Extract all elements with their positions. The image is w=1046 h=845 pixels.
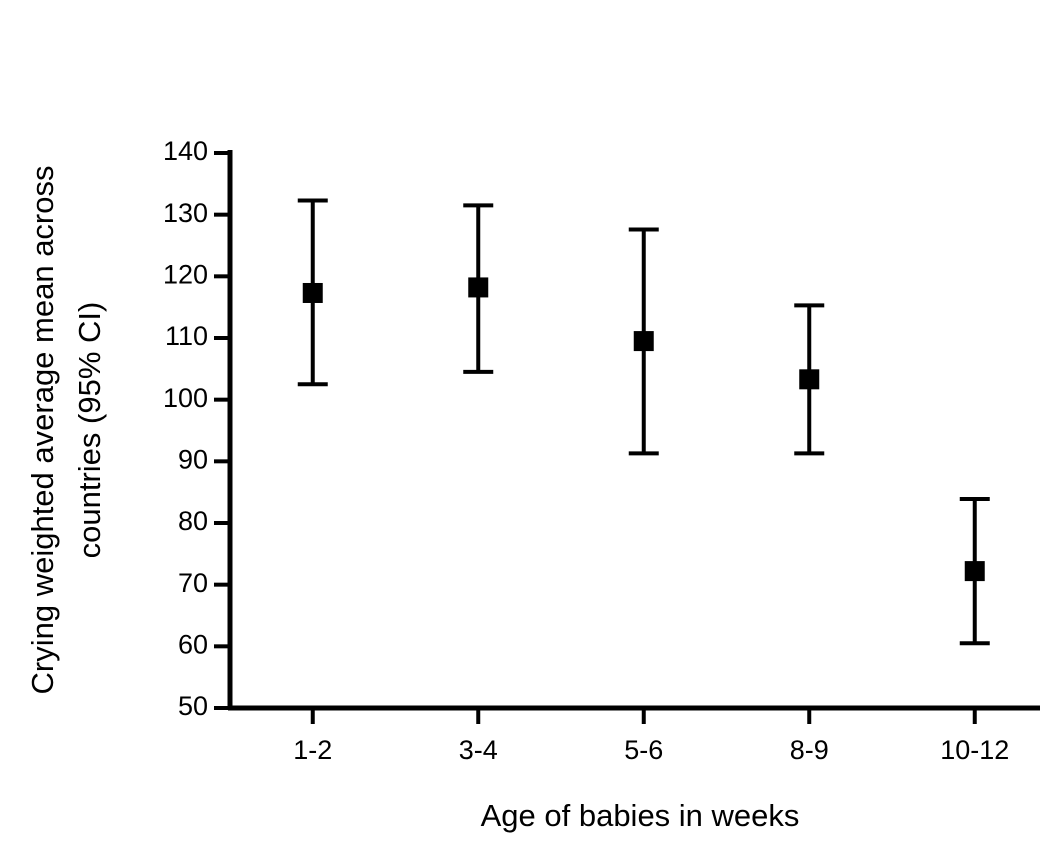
point xyxy=(302,282,323,303)
point xyxy=(964,561,985,582)
y-tick-label: 100 xyxy=(163,383,208,413)
x-tick-label: 8-9 xyxy=(790,735,829,765)
x-axis-title: Age of babies in weeks xyxy=(481,798,800,833)
y-axis-title: countries (95% CI) xyxy=(72,302,107,559)
y-tick-label: 120 xyxy=(163,259,208,289)
point xyxy=(799,369,820,390)
y-tick-label: 80 xyxy=(178,506,208,536)
y-tick-label: 50 xyxy=(178,691,208,721)
x-tick-label: 1-2 xyxy=(293,735,332,765)
y-tick-label: 110 xyxy=(165,321,208,351)
y-axis-title: Crying weighted average mean across xyxy=(25,166,60,695)
y-tick-label: 60 xyxy=(178,629,208,659)
y-tick-label: 70 xyxy=(178,568,208,598)
y-tick-label: 90 xyxy=(178,444,208,474)
y-tick-label: 140 xyxy=(163,136,208,166)
x-tick-label: 10-12 xyxy=(940,735,1009,765)
point xyxy=(468,277,489,298)
x-tick-label: 3-4 xyxy=(459,735,498,765)
y-tick-label: 130 xyxy=(163,198,208,228)
point xyxy=(633,331,654,352)
x-tick-label: 5-6 xyxy=(624,735,663,765)
